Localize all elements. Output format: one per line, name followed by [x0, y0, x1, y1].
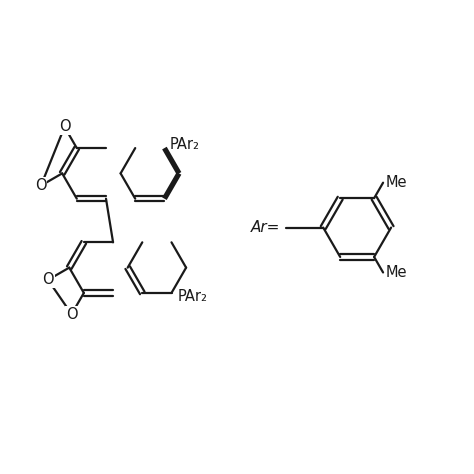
Text: Me: Me [386, 175, 408, 190]
Text: Me: Me [386, 265, 408, 280]
Text: PAr₂: PAr₂ [170, 137, 200, 152]
Text: O: O [59, 119, 70, 134]
Text: O: O [66, 307, 77, 322]
Text: PAr₂: PAr₂ [177, 289, 207, 304]
Text: Ar=: Ar= [251, 220, 281, 235]
Text: O: O [42, 273, 54, 287]
Text: O: O [35, 178, 47, 193]
